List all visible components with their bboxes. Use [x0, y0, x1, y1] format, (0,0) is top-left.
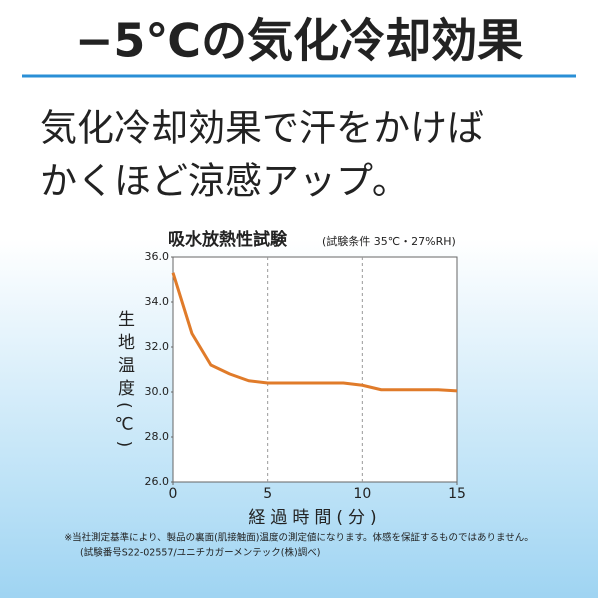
- chart-subtitle: (試験条件 35℃・27%RH): [322, 234, 456, 248]
- page-title: −5℃の気化冷却効果: [75, 14, 523, 68]
- y-tick-label: 32.0: [145, 340, 170, 353]
- x-tick-label: 10: [353, 486, 371, 502]
- plot-area: [172, 256, 458, 483]
- y-tick-label: 30.0: [145, 385, 170, 398]
- x-tick-label: 15: [448, 486, 466, 502]
- x-axis-label: 経過時間(分): [248, 508, 381, 528]
- subtitle-line: 気化冷却効果で汗をかけば: [40, 107, 484, 150]
- chart-title: 吸水放熱性試験: [168, 229, 288, 250]
- y-tick-label: 34.0: [145, 295, 170, 308]
- y-tick-label: 28.0: [145, 430, 170, 443]
- footnote: ※当社測定基準により、製品の裏面(肌接触面)温度の測定値になります。体感を保証す…: [64, 532, 534, 544]
- subtitle-line: かくほど涼感アップ。: [40, 160, 409, 203]
- y-tick-label: 36.0: [145, 250, 170, 263]
- x-tick-label: 0: [169, 486, 178, 502]
- y-axis-label: 生地温度(℃): [114, 310, 134, 454]
- footnote: (試験番号S22-02557/ユニチカガーメンテック(株)調べ): [80, 547, 320, 559]
- y-tick-label: 26.0: [145, 475, 170, 488]
- x-tick-label: 5: [263, 486, 272, 502]
- data-line: [171, 272, 458, 393]
